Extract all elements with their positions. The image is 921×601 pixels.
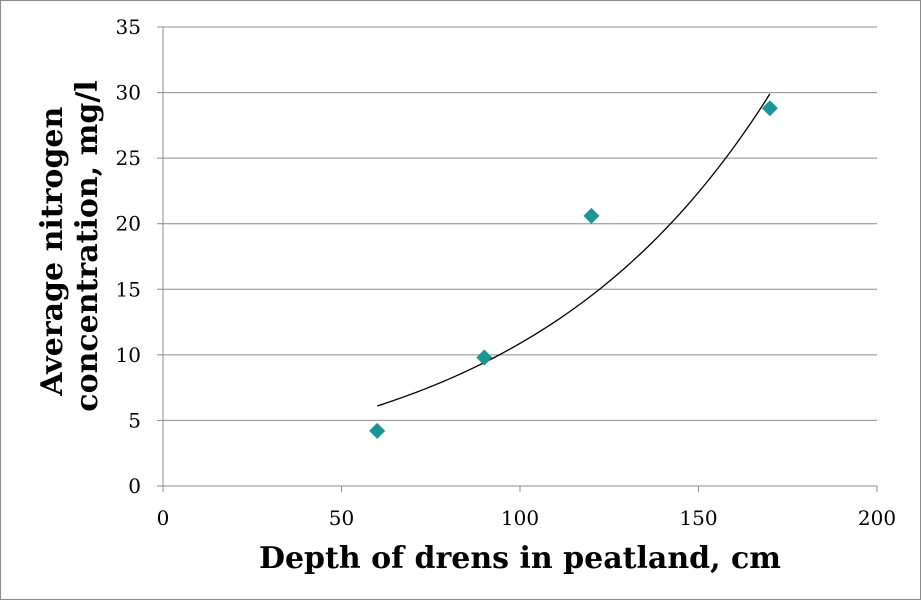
y-tick-label-0: 0	[128, 474, 141, 498]
tick-labels: 0 5 10 15 20 25 30 35 0 50 100 150 200	[116, 15, 897, 530]
y-axis-title-line-1: Average nitrogen	[35, 106, 70, 396]
y-tick-label-15: 15	[116, 277, 141, 301]
exponential-trendline	[376, 93, 771, 407]
data-point-1	[369, 422, 386, 439]
y-tick-label-20: 20	[116, 212, 141, 236]
y-axis-title: Average nitrogen concentration, mg/l	[35, 80, 105, 411]
y-tick-label-25: 25	[116, 146, 141, 170]
x-axis-title: Depth of drens in peatland, cm	[259, 541, 781, 576]
y-tick-label-10: 10	[116, 343, 141, 367]
y-tick-label-30: 30	[116, 81, 141, 105]
data-point-2	[476, 349, 493, 366]
data-point-4	[761, 100, 778, 117]
x-tick-label-50: 50	[329, 506, 354, 530]
y-axis-title-line-2: concentration, mg/l	[70, 80, 105, 411]
axes	[157, 26, 878, 492]
y-tick-label-5: 5	[128, 408, 141, 432]
x-tick-label-150: 150	[679, 506, 717, 530]
trendline-layer	[376, 93, 771, 407]
data-point-3	[583, 207, 600, 224]
y-tick-label-35: 35	[116, 15, 141, 39]
x-tick-label-0: 0	[157, 506, 170, 530]
x-tick-label-200: 200	[858, 506, 896, 530]
x-tick-label-100: 100	[501, 506, 539, 530]
grid-lines	[163, 26, 877, 421]
data-points	[369, 100, 778, 439]
